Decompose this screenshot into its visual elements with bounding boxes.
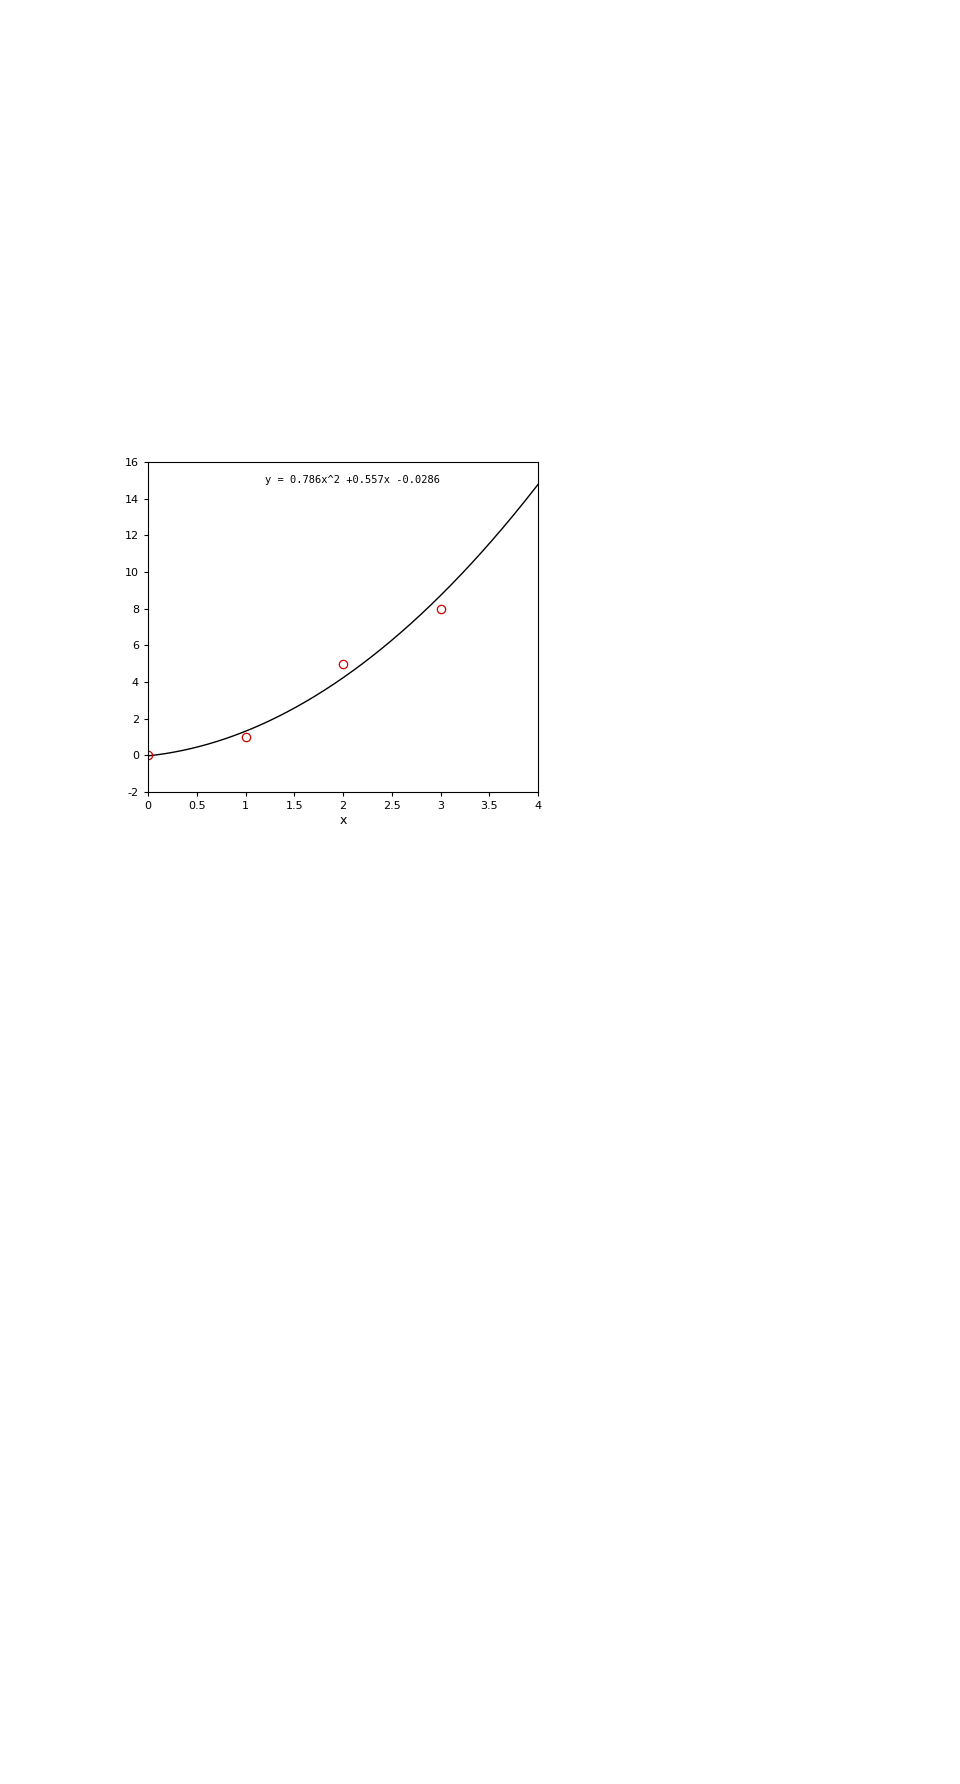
X-axis label: x: x bbox=[339, 814, 347, 826]
Text: y = 0.786x^2 +0.557x -0.0286: y = 0.786x^2 +0.557x -0.0286 bbox=[265, 475, 440, 485]
